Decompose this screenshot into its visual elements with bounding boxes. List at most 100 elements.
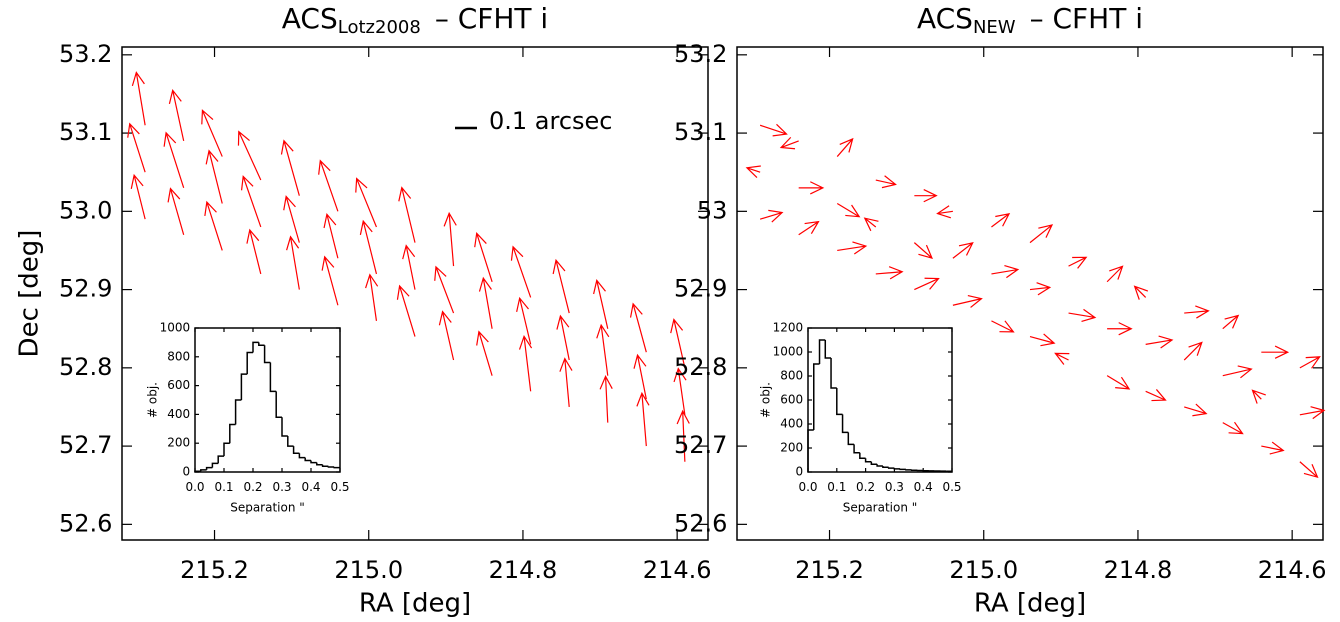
vector-arrow	[474, 232, 493, 282]
histogram-bin	[864, 458, 872, 463]
x-tick-label: 0.5	[942, 480, 961, 494]
inset-background	[808, 328, 952, 472]
y-tick-label: 52.7	[59, 431, 112, 459]
vector-arrow	[798, 181, 825, 195]
vector-arrow	[836, 137, 854, 157]
histogram-bin	[292, 446, 300, 455]
vector-arrow	[670, 318, 686, 368]
axes-frame	[121, 46, 709, 541]
vector-arrow	[201, 109, 223, 157]
vector-arrow	[1184, 305, 1210, 319]
histogram-bin	[269, 362, 277, 393]
vector-arrow	[759, 209, 784, 223]
scale-bar-label: 0.1 arcsec	[489, 107, 613, 135]
y-tick-label: 52.7	[674, 431, 727, 459]
vector-arrow	[745, 165, 761, 178]
x-tick-label: 0.3	[885, 480, 904, 494]
y-tick-label: 0	[183, 465, 191, 479]
histogram-bin	[882, 466, 889, 468]
histogram-bin	[298, 453, 306, 459]
vector-arrow	[318, 159, 339, 212]
vector-arrow	[837, 241, 868, 255]
vector-arrow	[1068, 308, 1097, 322]
y-tick-label: 52.6	[59, 509, 112, 537]
histogram-bin	[859, 452, 866, 459]
histogram-bin	[223, 442, 230, 457]
axes-frame	[194, 327, 341, 473]
vector-arrow	[676, 409, 690, 462]
x-tick-label: 0.2	[243, 480, 262, 494]
vector-arrow	[1133, 285, 1149, 300]
chart-title: ACSLotz2008 – CFHT i	[282, 2, 548, 38]
inset-y-label: # obj.	[759, 382, 773, 418]
vector-arrow	[1183, 341, 1203, 361]
y-tick-label: 400	[780, 417, 803, 431]
vector-arrow	[1261, 441, 1285, 455]
y-tick-label: 53.0	[59, 196, 112, 224]
title-main: ACS	[282, 2, 338, 35]
vector-arrow	[283, 195, 300, 243]
histogram-bin	[200, 469, 207, 472]
x-tick-label: 0.4	[914, 480, 933, 494]
histogram-bin	[333, 466, 340, 469]
histogram-bin	[807, 429, 814, 472]
vector-arrow	[1222, 314, 1240, 330]
vector-arrow	[1107, 322, 1133, 336]
vector-arrow	[438, 310, 455, 361]
x-axis-label: RA [deg]	[359, 589, 471, 619]
vector-arrow	[1222, 421, 1244, 435]
vector-arrow	[759, 123, 788, 137]
histogram-bin	[217, 455, 224, 464]
y-tick-label: 0	[796, 465, 804, 479]
vector-arrow	[913, 242, 933, 259]
x-tick-label: 0.1	[214, 480, 233, 494]
vector-arrow	[875, 266, 904, 280]
vector-arrow	[1145, 389, 1167, 402]
vector-arrow	[398, 186, 416, 243]
vector-arrow	[779, 136, 799, 150]
vector-arrow	[365, 273, 379, 321]
y-tick-label: 53	[697, 196, 728, 224]
vector-arrow	[516, 296, 532, 345]
histogram-bin	[321, 464, 329, 467]
histogram-bin	[830, 358, 837, 389]
histogram-bin	[813, 363, 820, 430]
y-axis-label: Dec [deg]	[15, 230, 45, 358]
vector-arrow	[875, 175, 897, 189]
histogram-bin	[252, 341, 259, 353]
x-tick-label: 215.0	[949, 556, 1018, 584]
vector-arrow	[836, 202, 861, 218]
x-axis-label: RA [deg]	[974, 589, 1086, 619]
axes-frame	[736, 46, 1324, 541]
vector-arrow	[396, 284, 416, 337]
y-tick-label: 600	[167, 378, 190, 392]
histogram-bin	[327, 466, 335, 468]
vector-arrow	[130, 173, 146, 220]
histogram-bin	[246, 351, 253, 375]
y-tick-label: 800	[167, 349, 190, 363]
vector-arrow	[1106, 375, 1131, 390]
x-tick-label: 214.8	[1104, 556, 1173, 584]
vector-arrow	[246, 228, 262, 275]
y-tick-label: 200	[780, 441, 803, 455]
vector-arrow	[280, 139, 300, 196]
histogram-bin	[824, 340, 832, 359]
y-tick-label: 1000	[773, 345, 804, 359]
vector-arrow	[402, 244, 416, 290]
histogram-bin	[853, 444, 860, 454]
vector-arrow	[240, 175, 262, 228]
histogram-bin	[205, 466, 213, 470]
histogram-bin	[258, 342, 265, 347]
histogram-bin	[316, 462, 323, 466]
title-subscript: Lotz2008	[338, 17, 421, 38]
vector-arrow	[163, 131, 185, 189]
vector-arrow	[863, 217, 879, 232]
vector-arrow	[1261, 345, 1290, 359]
vector-arrow	[798, 220, 820, 236]
y-tick-label: 52.8	[674, 353, 727, 381]
x-tick-label: 215.0	[334, 556, 403, 584]
inset-x-label: Separation "	[230, 501, 305, 515]
vector-arrow	[596, 323, 610, 376]
histogram-bin	[194, 470, 201, 473]
